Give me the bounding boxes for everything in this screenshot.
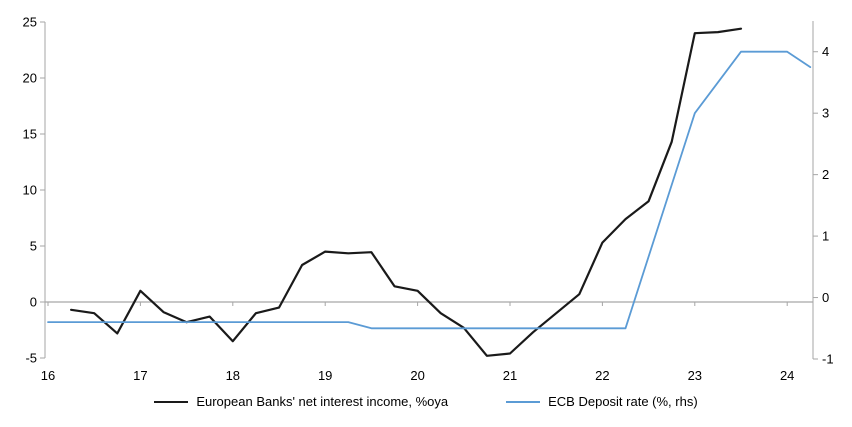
legend-item-ecb-deposit-rate: ECB Deposit rate (%, rhs) xyxy=(506,394,698,409)
right-y-axis-tick-label: 0 xyxy=(822,290,829,305)
blue-line-swatch xyxy=(506,400,541,403)
black-line-swatch xyxy=(154,400,189,403)
legend-item-net-interest-income: European Banks' net interest income, %oy… xyxy=(154,394,448,409)
left-y-axis-tick-label: 5 xyxy=(30,239,37,254)
x-axis-tick-label: 21 xyxy=(503,368,517,383)
left-y-axis-tick-label: 10 xyxy=(23,183,37,198)
x-axis-tick-label: 20 xyxy=(410,368,424,383)
series-line-net-interest-income xyxy=(69,27,743,357)
left-y-axis-tick-label: 0 xyxy=(30,295,37,310)
left-y-axis-tick-label: -5 xyxy=(25,351,37,366)
x-axis-tick-label: 16 xyxy=(41,368,55,383)
left-y-axis-tick-label: 25 xyxy=(23,15,37,30)
chart-legend: European Banks' net interest income, %oy… xyxy=(0,394,852,409)
left-y-axis-tick-label: 20 xyxy=(23,71,37,86)
right-y-axis-tick-label: 2 xyxy=(822,167,829,182)
x-axis-tick-label: 19 xyxy=(318,368,332,383)
x-axis-tick-label: 23 xyxy=(688,368,702,383)
right-y-axis-tick-label: -1 xyxy=(822,352,834,367)
right-y-axis-tick-label: 1 xyxy=(822,229,829,244)
x-axis-tick-label: 18 xyxy=(226,368,240,383)
legend-label-net-interest-income: European Banks' net interest income, %oy… xyxy=(196,394,449,409)
right-y-axis-tick-label: 3 xyxy=(822,106,829,121)
left-y-axis-tick-label: 15 xyxy=(23,127,37,142)
legend-label-ecb-deposit-rate: ECB Deposit rate (%, rhs) xyxy=(548,394,698,409)
x-axis-tick-label: 24 xyxy=(780,368,794,383)
series-line-ecb-deposit-rate xyxy=(47,50,812,330)
right-y-axis-tick-label: 4 xyxy=(822,44,829,59)
x-axis-tick-label: 17 xyxy=(133,368,147,383)
x-axis-tick-label: 22 xyxy=(595,368,609,383)
